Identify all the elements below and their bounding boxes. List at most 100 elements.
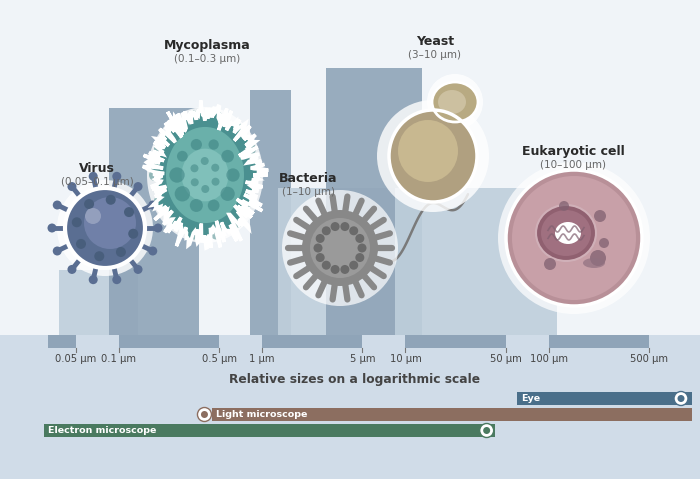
Circle shape — [190, 199, 203, 212]
Circle shape — [211, 178, 220, 186]
Ellipse shape — [166, 127, 244, 223]
Circle shape — [316, 234, 325, 243]
Circle shape — [322, 226, 331, 235]
Circle shape — [148, 201, 158, 209]
Circle shape — [168, 122, 180, 134]
Text: Electron microscope: Electron microscope — [48, 426, 156, 435]
Circle shape — [112, 275, 121, 284]
Circle shape — [349, 226, 358, 235]
Circle shape — [230, 122, 242, 134]
Circle shape — [208, 200, 220, 211]
Bar — [108, 108, 199, 335]
Text: Yeast: Yeast — [416, 35, 454, 48]
Bar — [250, 90, 291, 335]
Text: Mycoplasma: Mycoplasma — [164, 39, 251, 52]
Circle shape — [112, 172, 121, 181]
Circle shape — [89, 275, 98, 284]
Ellipse shape — [432, 82, 478, 122]
Circle shape — [512, 176, 636, 300]
Text: Virus: Virus — [79, 162, 115, 175]
Circle shape — [153, 224, 162, 232]
Circle shape — [89, 172, 98, 181]
Text: Light microscope: Light microscope — [216, 410, 308, 419]
Circle shape — [175, 186, 190, 202]
Circle shape — [201, 157, 209, 165]
Bar — [48, 335, 76, 348]
Circle shape — [168, 216, 180, 228]
Circle shape — [316, 253, 325, 262]
Circle shape — [330, 265, 340, 274]
Circle shape — [169, 167, 185, 182]
Circle shape — [322, 261, 331, 270]
Circle shape — [358, 243, 367, 252]
Text: 10 μm: 10 μm — [389, 354, 421, 364]
Circle shape — [177, 151, 188, 161]
Bar — [44, 424, 495, 437]
Bar — [517, 392, 692, 405]
PathPatch shape — [147, 107, 263, 243]
Circle shape — [94, 251, 104, 261]
Circle shape — [154, 143, 166, 155]
Circle shape — [201, 411, 208, 418]
Bar — [395, 188, 557, 335]
Bar — [363, 335, 405, 348]
Circle shape — [52, 247, 62, 255]
Text: Bacteria: Bacteria — [279, 172, 337, 185]
Circle shape — [244, 143, 256, 155]
Text: Relative sizes on a logarithmic scale: Relative sizes on a logarithmic scale — [230, 373, 481, 386]
Circle shape — [84, 199, 94, 209]
Circle shape — [57, 180, 153, 276]
Circle shape — [210, 111, 222, 123]
Circle shape — [310, 218, 370, 278]
Circle shape — [314, 243, 323, 252]
Bar — [326, 68, 421, 335]
Circle shape — [506, 170, 642, 306]
Circle shape — [188, 111, 200, 123]
Text: 500 μm: 500 μm — [630, 354, 668, 364]
Circle shape — [52, 201, 62, 209]
Circle shape — [197, 408, 211, 422]
Ellipse shape — [181, 148, 228, 201]
Circle shape — [483, 427, 490, 434]
Text: (10–100 μm): (10–100 μm) — [540, 160, 606, 170]
Circle shape — [221, 150, 234, 162]
Bar — [649, 335, 678, 348]
Circle shape — [128, 228, 138, 239]
Bar — [219, 335, 262, 348]
Circle shape — [148, 247, 158, 255]
Text: Eye: Eye — [521, 394, 540, 403]
Circle shape — [149, 169, 161, 181]
Text: 0.1 μm: 0.1 μm — [102, 354, 136, 364]
Bar — [76, 335, 119, 348]
Bar — [59, 270, 138, 335]
Text: 1 μm: 1 μm — [249, 354, 275, 364]
Text: (3–10 μm): (3–10 μm) — [409, 50, 461, 60]
Circle shape — [209, 139, 219, 150]
Circle shape — [190, 139, 202, 150]
Circle shape — [594, 210, 606, 222]
Text: 0.05 μm: 0.05 μm — [55, 354, 97, 364]
Ellipse shape — [398, 120, 458, 182]
Bar — [262, 335, 363, 348]
Circle shape — [65, 188, 145, 268]
Circle shape — [154, 195, 166, 207]
Ellipse shape — [583, 258, 605, 268]
Circle shape — [85, 208, 101, 224]
Text: 0.5 μm: 0.5 μm — [202, 354, 237, 364]
Circle shape — [210, 228, 222, 240]
Circle shape — [356, 234, 364, 243]
Circle shape — [211, 164, 219, 171]
Circle shape — [330, 222, 340, 231]
Ellipse shape — [438, 90, 466, 114]
Circle shape — [190, 164, 199, 172]
Circle shape — [72, 217, 82, 227]
Circle shape — [134, 182, 143, 191]
Bar — [279, 188, 421, 335]
Circle shape — [302, 210, 378, 286]
Circle shape — [230, 216, 242, 228]
Circle shape — [544, 258, 556, 270]
Circle shape — [124, 207, 134, 217]
Circle shape — [134, 265, 143, 274]
Bar — [549, 335, 649, 348]
Circle shape — [356, 253, 364, 262]
